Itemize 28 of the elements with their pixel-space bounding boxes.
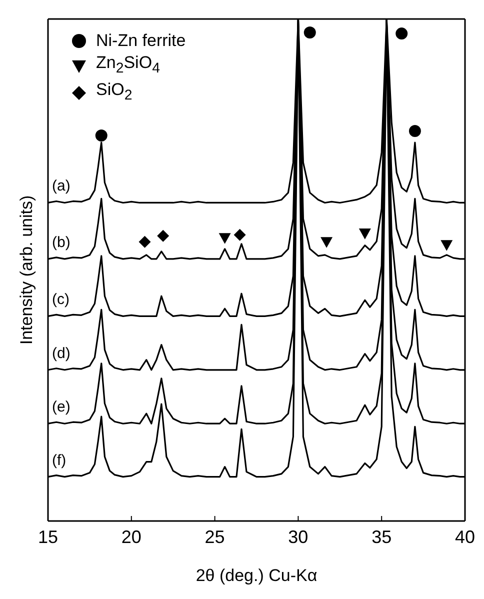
point	[320, 237, 333, 248]
point	[95, 129, 108, 142]
y-axis-title: Intensity (arb. units)	[17, 195, 36, 345]
series-label: (d)	[52, 344, 70, 362]
series-label: (e)	[52, 398, 70, 416]
x-tick-label: 15	[38, 526, 58, 547]
point	[234, 228, 246, 241]
series-label: (f)	[52, 452, 66, 469]
x-tick-label: 25	[204, 526, 225, 547]
legend-label: SiO$_{2}$	[96, 79, 132, 106]
legend-label: Zn$_{2}$SiO$_{4}$	[96, 52, 160, 78]
point	[138, 236, 151, 248]
legend-label: Ni-Zn ferrite	[96, 30, 186, 52]
series-label: (c)	[52, 291, 70, 308]
x-tick-label: 20	[121, 526, 142, 547]
point	[396, 28, 408, 40]
series-label: (b)	[52, 234, 70, 251]
point	[218, 233, 231, 244]
point	[157, 230, 170, 242]
point	[304, 26, 316, 39]
x-axis-title: 2θ (deg.) Cu-Kα	[196, 566, 318, 585]
point	[440, 240, 453, 251]
series-label: (a)	[52, 178, 70, 195]
x-tick-label: 40	[454, 526, 476, 547]
point	[358, 228, 371, 240]
x-tick-label: 30	[288, 526, 308, 547]
x-tick-label: 35	[372, 526, 392, 547]
point	[408, 124, 421, 137]
